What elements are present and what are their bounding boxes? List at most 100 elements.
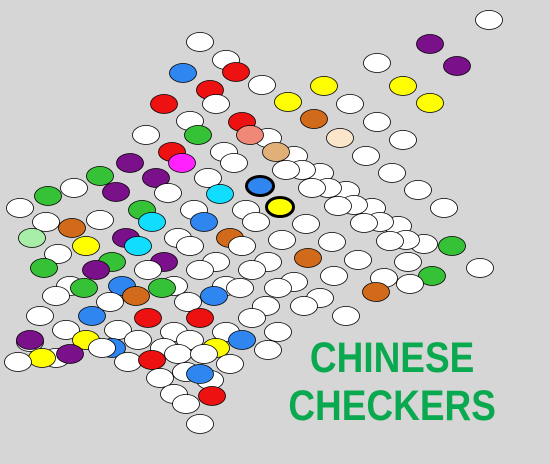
checker-piece-y[interactable]	[310, 76, 338, 96]
checker-piece-y[interactable]	[28, 348, 56, 368]
empty-hole[interactable]	[344, 250, 372, 270]
checker-piece-s[interactable]	[236, 125, 264, 145]
empty-hole[interactable]	[88, 338, 116, 358]
checker-piece-b[interactable]	[169, 63, 197, 83]
checker-piece-o[interactable]	[300, 109, 328, 129]
empty-hole[interactable]	[336, 94, 364, 114]
empty-hole[interactable]	[430, 198, 458, 218]
checker-piece-c[interactable]	[206, 184, 234, 204]
empty-hole[interactable]	[268, 230, 296, 250]
empty-hole[interactable]	[186, 260, 214, 280]
empty-hole[interactable]	[176, 236, 204, 256]
empty-hole[interactable]	[154, 183, 182, 203]
empty-hole[interactable]	[238, 308, 266, 328]
checker-piece-p[interactable]	[16, 330, 44, 350]
checker-piece-b[interactable]	[200, 286, 228, 306]
empty-hole[interactable]	[324, 196, 352, 216]
empty-hole[interactable]	[124, 330, 152, 350]
checker-piece-g[interactable]	[70, 278, 98, 298]
empty-hole[interactable]	[32, 212, 60, 232]
empty-hole[interactable]	[396, 274, 424, 294]
empty-hole[interactable]	[350, 213, 378, 233]
checker-piece-r[interactable]	[186, 308, 214, 328]
checker-piece-c[interactable]	[138, 212, 166, 232]
checker-piece-lg[interactable]	[18, 228, 46, 248]
checker-piece-g[interactable]	[34, 186, 62, 206]
checker-piece-o[interactable]	[362, 282, 390, 302]
checker-piece-g[interactable]	[418, 266, 446, 286]
checker-piece-g[interactable]	[184, 125, 212, 145]
empty-hole[interactable]	[146, 368, 174, 388]
empty-hole[interactable]	[4, 352, 32, 372]
checker-piece-o[interactable]	[294, 248, 322, 268]
checker-piece-g[interactable]	[86, 166, 114, 186]
checker-piece-g[interactable]	[30, 258, 58, 278]
empty-hole[interactable]	[172, 394, 200, 414]
empty-hole[interactable]	[292, 214, 320, 234]
checker-piece-p[interactable]	[102, 182, 130, 202]
empty-hole[interactable]	[42, 286, 70, 306]
empty-hole[interactable]	[96, 292, 124, 312]
checker-piece-g[interactable]	[148, 278, 176, 298]
empty-hole[interactable]	[114, 352, 142, 372]
empty-hole[interactable]	[44, 244, 72, 264]
empty-hole[interactable]	[174, 292, 202, 312]
empty-hole[interactable]	[220, 153, 248, 173]
empty-hole[interactable]	[164, 344, 192, 364]
empty-hole[interactable]	[60, 178, 88, 198]
empty-hole[interactable]	[190, 344, 218, 364]
empty-hole[interactable]	[134, 260, 162, 280]
empty-hole[interactable]	[466, 258, 494, 278]
empty-hole[interactable]	[242, 212, 270, 232]
empty-hole[interactable]	[378, 163, 406, 183]
checker-piece-p[interactable]	[56, 344, 84, 364]
empty-hole[interactable]	[475, 10, 503, 30]
empty-hole[interactable]	[238, 260, 266, 280]
checker-piece-p[interactable]	[82, 260, 110, 280]
checker-piece-o[interactable]	[122, 286, 150, 306]
empty-hole[interactable]	[318, 232, 346, 252]
checker-piece-b[interactable]	[190, 212, 218, 232]
empty-hole[interactable]	[52, 320, 80, 340]
empty-hole[interactable]	[228, 236, 256, 256]
checker-piece-q[interactable]	[326, 128, 354, 148]
checker-piece-r[interactable]	[138, 350, 166, 370]
empty-hole[interactable]	[202, 94, 230, 114]
empty-hole[interactable]	[290, 296, 318, 316]
empty-hole[interactable]	[298, 178, 326, 198]
empty-hole[interactable]	[26, 306, 54, 326]
checker-piece-r[interactable]	[198, 386, 226, 406]
checker-piece-b[interactable]	[245, 175, 275, 197]
empty-hole[interactable]	[264, 278, 292, 298]
empty-hole[interactable]	[394, 252, 422, 272]
empty-hole[interactable]	[248, 75, 276, 95]
empty-hole[interactable]	[186, 32, 214, 52]
checker-piece-t[interactable]	[262, 142, 290, 162]
empty-hole[interactable]	[264, 322, 292, 342]
checker-piece-r[interactable]	[150, 94, 178, 114]
checker-piece-p[interactable]	[142, 168, 170, 188]
empty-hole[interactable]	[216, 354, 244, 374]
checker-piece-y[interactable]	[389, 76, 417, 96]
empty-hole[interactable]	[363, 53, 391, 73]
empty-hole[interactable]	[132, 125, 160, 145]
checker-piece-p[interactable]	[116, 153, 144, 173]
checker-piece-r[interactable]	[134, 308, 162, 328]
empty-hole[interactable]	[332, 306, 360, 326]
empty-hole[interactable]	[226, 278, 254, 298]
checker-piece-b[interactable]	[186, 364, 214, 384]
empty-hole[interactable]	[86, 210, 114, 230]
checker-piece-y[interactable]	[416, 93, 444, 113]
empty-hole[interactable]	[254, 340, 282, 360]
checker-piece-b[interactable]	[228, 330, 256, 350]
empty-hole[interactable]	[363, 112, 391, 132]
empty-hole[interactable]	[352, 146, 380, 166]
empty-hole[interactable]	[404, 180, 432, 200]
checker-piece-b[interactable]	[78, 306, 106, 326]
empty-hole[interactable]	[186, 414, 214, 434]
empty-hole[interactable]	[389, 130, 417, 150]
empty-hole[interactable]	[272, 160, 300, 180]
empty-hole[interactable]	[320, 266, 348, 286]
checker-piece-p[interactable]	[416, 34, 444, 54]
checker-piece-o[interactable]	[58, 218, 86, 238]
